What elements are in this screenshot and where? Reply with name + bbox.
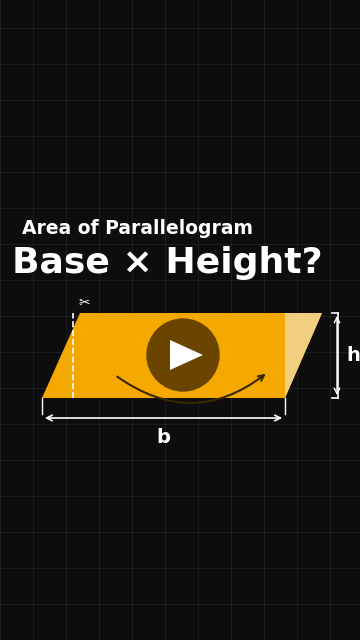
Polygon shape [42,313,322,398]
Polygon shape [170,340,203,370]
Text: Base × Height?: Base × Height? [12,246,323,280]
FancyArrowPatch shape [117,375,264,403]
Polygon shape [285,313,322,398]
Text: h: h [346,346,360,365]
Text: ✂: ✂ [78,296,90,310]
Circle shape [147,319,219,391]
Text: b: b [157,428,170,447]
Text: Area of Parallelogram: Area of Parallelogram [22,219,253,238]
